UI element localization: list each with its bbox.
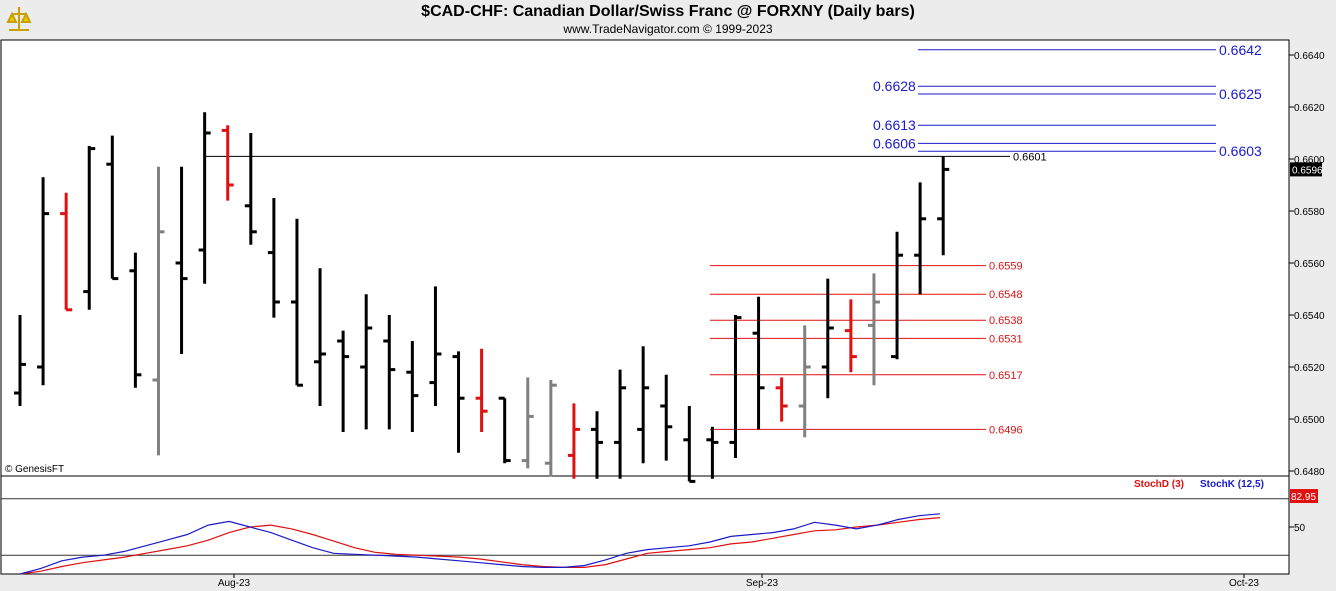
- fib-level-label: 0.6628: [873, 78, 916, 94]
- ohlc-bar: [152, 166, 165, 456]
- x-tick-label: Aug-23: [218, 578, 251, 589]
- ohlc-bar: [452, 351, 465, 453]
- ohlc-bar: [844, 299, 857, 373]
- y-tick-label: 0.6640: [1294, 51, 1325, 62]
- watermark: © GenesisFT: [5, 464, 64, 475]
- ohlc-bar: [683, 406, 696, 483]
- ohlc-bar: [244, 133, 257, 245]
- chart-title: $CAD-CHF: Canadian Dollar/Swiss Franc @ …: [421, 3, 915, 20]
- ohlc-bar: [129, 252, 142, 388]
- ohlc-bar: [798, 325, 811, 438]
- ohlc-bar: [729, 315, 742, 458]
- y-tick-label: 0.6540: [1294, 311, 1325, 322]
- ohlc-bar: [360, 294, 373, 430]
- ohlc-bar: [544, 380, 557, 477]
- ohlc-bar: [337, 330, 350, 432]
- legend-stochd: StochD (3): [1134, 479, 1184, 490]
- ohlc-bar: [775, 377, 788, 422]
- y-tick-label: 0.6580: [1294, 207, 1325, 218]
- ohlc-bar: [867, 273, 880, 386]
- ohlc-bar: [221, 125, 234, 201]
- ohlc-bar: [914, 182, 927, 295]
- stoch-last-label: 82.95: [1291, 492, 1316, 503]
- ohlc-bar: [567, 403, 580, 479]
- y-tick-label: 0.6620: [1294, 103, 1325, 114]
- fib-level-label: 0.6642: [1219, 42, 1262, 58]
- price-panel: [0, 39, 1290, 477]
- fib-level-label: 0.6613: [873, 117, 916, 133]
- fib-level-label: 0.6603: [1219, 143, 1262, 159]
- ohlc-bar: [660, 374, 673, 461]
- ohlc-bar: [475, 348, 488, 432]
- ohlc-bar: [383, 315, 396, 430]
- ohlc-bar: [37, 177, 50, 386]
- ohlc-bar: [706, 426, 719, 479]
- stochastic-panel: [0, 475, 1290, 575]
- ohlc-bar: [83, 146, 96, 310]
- fib-level-label: 0.6606: [873, 135, 916, 151]
- ohlc-bar: [406, 341, 419, 432]
- ohlc-bar: [314, 268, 327, 406]
- ohlc-bar: [429, 286, 442, 406]
- ohlc-bar: [591, 411, 603, 479]
- ohlc-bar: [521, 377, 534, 469]
- genesis-logo-icon: [4, 4, 34, 34]
- ohlc-bar: [290, 218, 303, 387]
- stoch-tick-label: 50: [1294, 523, 1306, 534]
- chart-subtitle: www.TradeNavigator.com © 1999-2023: [563, 22, 773, 36]
- stoch-series-line: [19, 517, 941, 575]
- fib-level-label: 0.6625: [1219, 86, 1262, 102]
- y-tick-label: 0.6500: [1294, 415, 1325, 426]
- ohlc-bar: [614, 369, 627, 479]
- stoch-series-line: [19, 513, 941, 575]
- y-tick-label: 0.6560: [1294, 259, 1325, 270]
- ohlc-bar: [14, 315, 26, 406]
- y-tick-label: 0.6480: [1294, 467, 1325, 478]
- ohlc-bar: [175, 166, 188, 354]
- ohlc-bar: [752, 296, 765, 430]
- last-price-badge: [1290, 162, 1322, 177]
- ohlc-bar: [637, 346, 650, 464]
- support-label: 0.6517: [989, 370, 1023, 382]
- legend-stochk: StochK (12,5): [1200, 479, 1264, 490]
- stoch-last-badge: [1290, 489, 1318, 504]
- support-label: 0.6496: [989, 424, 1023, 436]
- ohlc-bar: [891, 231, 904, 360]
- support-label: 0.6559: [989, 261, 1023, 273]
- support-label: 0.6531: [989, 333, 1023, 345]
- y-tick-label: 0.6600: [1294, 155, 1325, 166]
- ohlc-bar: [937, 156, 950, 256]
- ohlc-bar: [821, 278, 834, 399]
- resistance-label: 0.6601: [1013, 151, 1047, 163]
- y-tick-label: 0.6520: [1294, 363, 1325, 374]
- x-tick-label: Sep-23: [746, 578, 779, 589]
- last-price-label: 0.6596: [1292, 165, 1323, 176]
- ohlc-bar: [267, 198, 280, 318]
- ohlc-bar: [106, 135, 119, 281]
- x-tick-label: Oct-23: [1229, 578, 1259, 589]
- support-label: 0.6548: [989, 289, 1023, 301]
- ohlc-bar: [198, 112, 211, 284]
- support-label: 0.6538: [989, 315, 1023, 327]
- ohlc-bar: [60, 192, 73, 312]
- ohlc-bar: [498, 396, 511, 464]
